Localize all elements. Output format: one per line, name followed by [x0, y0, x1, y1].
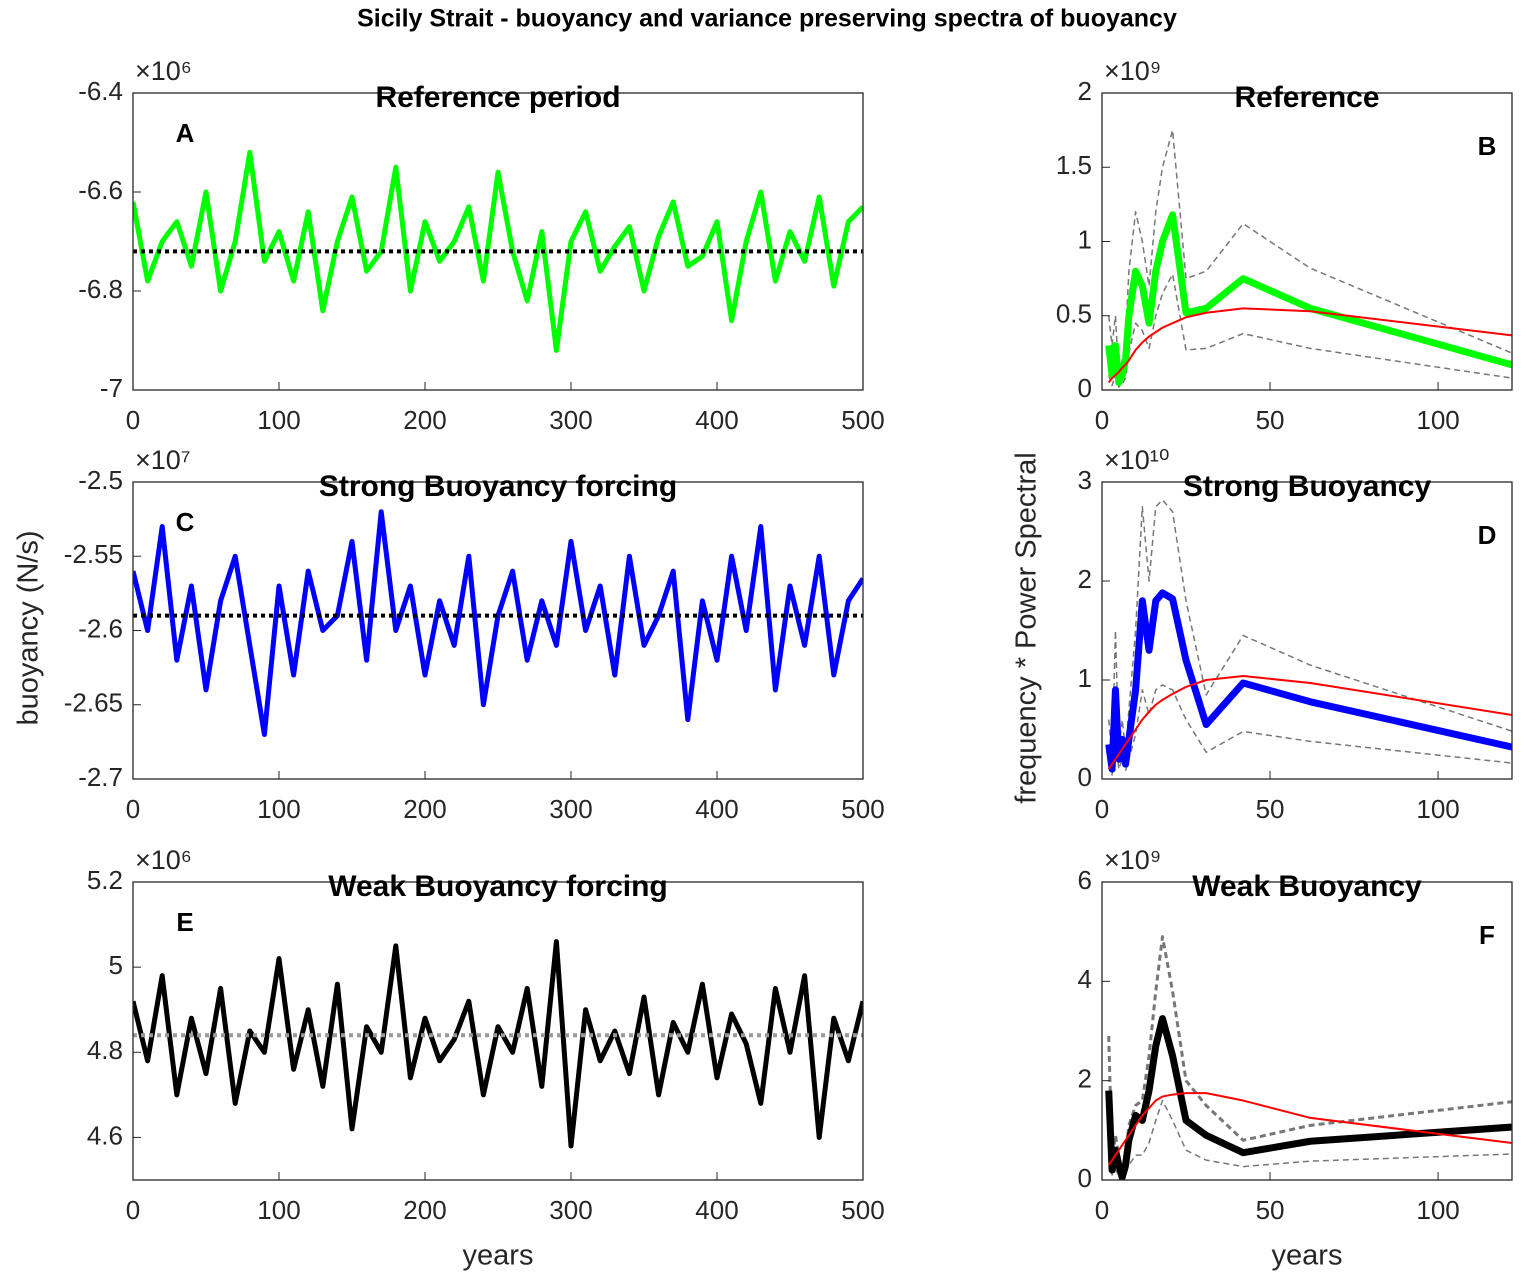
y-axis-label: frequency * Power Spectral — [1011, 452, 1043, 803]
data-line — [1108, 684, 1512, 776]
data-line — [1105, 211, 1512, 387]
x-tick-label: 50 — [1256, 405, 1285, 435]
panel-letter: E — [176, 907, 193, 937]
y-tick-label: 4 — [1078, 964, 1092, 994]
figure-title: Sicily Strait - buoyancy and variance pr… — [357, 5, 1177, 33]
y-tick-label: -2.5 — [78, 465, 123, 495]
y-tick-label: 1 — [1078, 224, 1092, 254]
y-tick-label: -7 — [100, 373, 123, 403]
x-tick-label: 0 — [126, 1195, 140, 1225]
axes-box — [133, 93, 863, 390]
y-tick-label: -6.4 — [78, 76, 123, 106]
y-axis-label: buoyancy (N/s) — [13, 530, 45, 725]
data-line — [133, 149, 863, 353]
panel-title: Weak Buoyancy — [1192, 870, 1422, 903]
x-tick-label: 300 — [549, 794, 592, 824]
exponent-label: ×10⁶ — [135, 845, 192, 875]
y-tick-label: 2 — [1078, 76, 1092, 106]
y-tick-label: 0.5 — [1056, 299, 1092, 329]
x-axis-label: years — [1272, 1240, 1343, 1272]
x-tick-label: 100 — [1416, 405, 1459, 435]
exponent-label: ×10⁶ — [135, 56, 192, 86]
panel-title: Strong Buoyancy — [1183, 470, 1432, 503]
data-line — [1107, 307, 1512, 384]
x-tick-label: 500 — [841, 1195, 884, 1225]
data-line — [1107, 499, 1512, 760]
y-tick-label: -2.7 — [78, 762, 123, 792]
panel-title: Reference period — [375, 81, 620, 114]
y-tick-label: -2.65 — [64, 688, 123, 718]
x-tick-label: 200 — [403, 405, 446, 435]
axes-box — [1102, 93, 1512, 390]
x-tick-label: 100 — [257, 794, 300, 824]
exponent-label: ×10⁹ — [1104, 56, 1161, 86]
x-axis-label: years — [463, 1240, 534, 1272]
data-line — [1105, 589, 1512, 773]
x-tick-label: 0 — [1095, 794, 1109, 824]
x-tick-label: 400 — [695, 794, 738, 824]
data-line — [1107, 1092, 1512, 1166]
data-line — [1105, 1015, 1512, 1180]
panel-letter: A — [176, 118, 195, 148]
x-tick-label: 0 — [126, 405, 140, 435]
y-tick-label: 4.6 — [87, 1120, 123, 1150]
y-tick-label: 2 — [1078, 1064, 1092, 1094]
y-tick-label: 5 — [109, 950, 123, 980]
axes-frame — [1101, 881, 1513, 1181]
y-tick-label: 2 — [1078, 564, 1092, 594]
x-tick-label: 100 — [257, 1195, 300, 1225]
panel-title: Strong Buoyancy forcing — [319, 470, 677, 503]
y-tick-label: -2.55 — [64, 539, 123, 569]
panel-letter: F — [1479, 920, 1495, 950]
data-line — [1107, 675, 1512, 770]
y-tick-label: 3 — [1078, 465, 1092, 495]
y-tick-label: 0 — [1078, 762, 1092, 792]
y-tick-label: 1.5 — [1056, 150, 1092, 180]
y-tick-label: 4.8 — [87, 1035, 123, 1065]
axes-frame — [132, 881, 864, 1181]
axes-frame — [132, 92, 864, 391]
y-tick-label: 0 — [1078, 373, 1092, 403]
panel-letter: D — [1478, 520, 1497, 550]
data-line — [1107, 1099, 1512, 1180]
y-tick-label: -6.6 — [78, 175, 123, 205]
x-tick-label: 50 — [1256, 1195, 1285, 1225]
x-tick-label: 0 — [1095, 1195, 1109, 1225]
x-tick-label: 300 — [549, 1195, 592, 1225]
x-tick-label: 400 — [695, 1195, 738, 1225]
x-tick-label: 200 — [403, 794, 446, 824]
x-tick-label: 50 — [1256, 794, 1285, 824]
panel-title: Weak Buoyancy forcing — [328, 870, 668, 903]
x-tick-label: 200 — [403, 1195, 446, 1225]
exponent-label: ×10¹⁰ — [1104, 445, 1170, 475]
x-tick-label: 500 — [841, 794, 884, 824]
x-tick-label: 100 — [1416, 794, 1459, 824]
x-tick-label: 400 — [695, 405, 738, 435]
panel-title: Reference — [1234, 81, 1379, 114]
y-tick-label: 0 — [1078, 1163, 1092, 1193]
y-tick-label: -2.6 — [78, 613, 123, 643]
exponent-label: ×10⁹ — [1104, 845, 1161, 875]
y-tick-label: 5.2 — [87, 865, 123, 895]
x-tick-label: 500 — [841, 405, 884, 435]
exponent-label: ×10⁷ — [135, 445, 191, 475]
data-line — [1107, 935, 1512, 1177]
x-tick-label: 300 — [549, 405, 592, 435]
x-tick-label: 100 — [257, 405, 300, 435]
axes-frame — [1101, 481, 1513, 780]
x-tick-label: 100 — [1416, 1195, 1459, 1225]
y-tick-label: -6.8 — [78, 274, 123, 304]
y-tick-label: 6 — [1078, 865, 1092, 895]
data-line — [133, 509, 863, 737]
panel-letter: C — [176, 507, 195, 537]
x-tick-label: 0 — [1095, 405, 1109, 435]
y-tick-label: 1 — [1078, 663, 1092, 693]
x-tick-label: 0 — [126, 794, 140, 824]
panel-letter: B — [1478, 131, 1497, 161]
